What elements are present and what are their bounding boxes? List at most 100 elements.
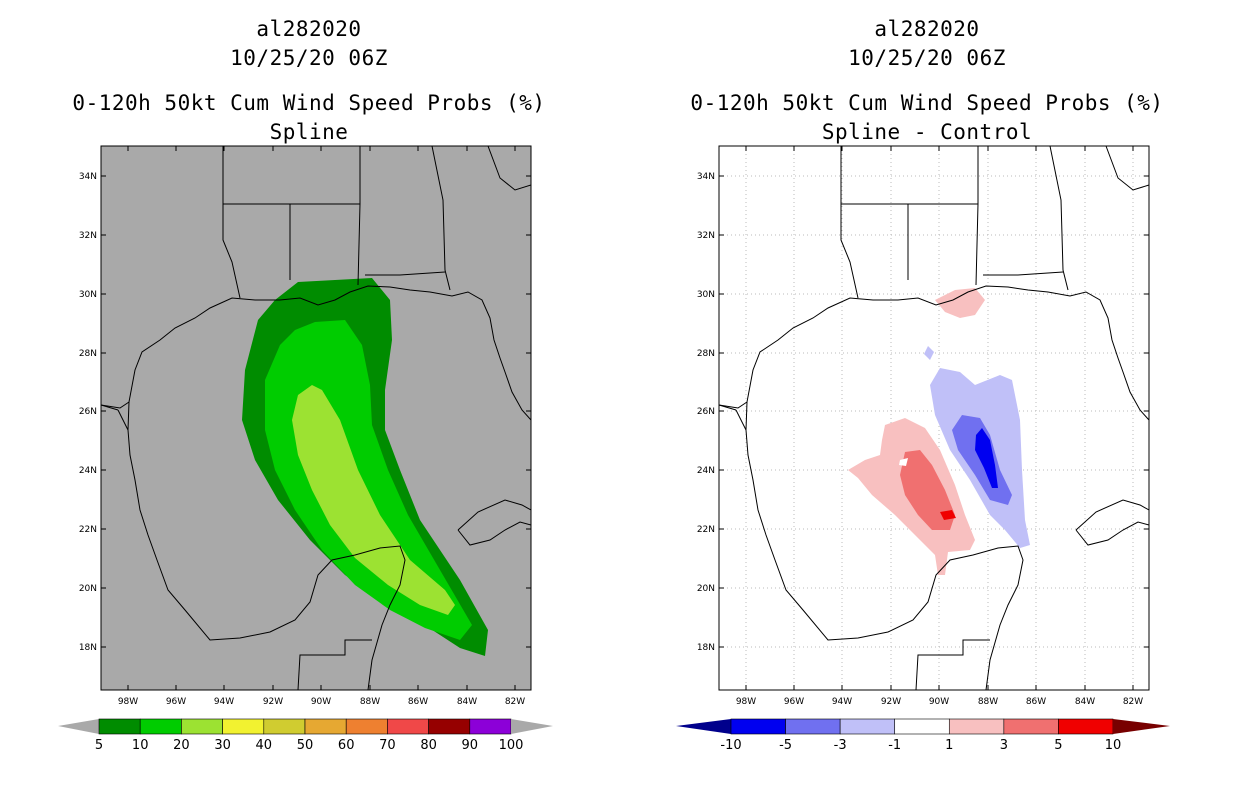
lat-label: 26N bbox=[79, 407, 97, 417]
left-title-block: al282020 10/25/20 06Z 0-120h 50kt Cum Wi… bbox=[0, 15, 618, 147]
left-colorbar: 5 10 20 30 40 50 60 70 80 90 100 bbox=[58, 718, 553, 753]
colorbar-swatch bbox=[428, 718, 471, 735]
right-colorbar-under-arrow bbox=[676, 719, 731, 734]
colorbar-label: 5 bbox=[1054, 738, 1062, 753]
lon-label: 96W bbox=[784, 697, 804, 707]
lon-label: 88W bbox=[360, 697, 380, 707]
right-datetime: 10/25/20 06Z bbox=[848, 46, 1006, 70]
lat-label: 18N bbox=[79, 643, 97, 653]
lon-label: 92W bbox=[881, 697, 901, 707]
colorbar-swatch bbox=[345, 718, 388, 735]
lon-label: 92W bbox=[263, 697, 283, 707]
left-colorbar-boxes bbox=[98, 718, 512, 735]
right-contour-neg5 bbox=[975, 428, 998, 488]
left-map-frame bbox=[100, 145, 532, 691]
right-colorbar-boxes bbox=[730, 718, 1114, 735]
right-title-block: al282020 10/25/20 06Z 0-120h 50kt Cum Wi… bbox=[618, 15, 1236, 147]
colorbar-label: 70 bbox=[379, 738, 396, 753]
colorbar-label: -10 bbox=[720, 738, 741, 753]
lat-label: 30N bbox=[79, 290, 97, 300]
right-contour-pos1-north bbox=[935, 288, 985, 318]
lon-label: 88W bbox=[978, 697, 998, 707]
lon-label: 90W bbox=[929, 697, 949, 707]
lat-label: 32N bbox=[697, 231, 715, 241]
lon-label: 84W bbox=[457, 697, 477, 707]
right-colorbar-labels: -10 -5 -3 -1 1 3 5 10 bbox=[720, 738, 1121, 753]
colorbar-label: 30 bbox=[214, 738, 231, 753]
lon-label: 86W bbox=[408, 697, 428, 707]
lon-label: 98W bbox=[118, 697, 138, 707]
colorbar-swatch bbox=[98, 718, 141, 735]
colorbar-swatch bbox=[1003, 718, 1059, 735]
lon-label: 94W bbox=[832, 697, 852, 707]
colorbar-swatch bbox=[387, 718, 429, 735]
right-storm-id: al282020 bbox=[874, 17, 980, 41]
colorbar-swatch bbox=[785, 718, 841, 735]
colorbar-label: -3 bbox=[834, 738, 847, 753]
colorbar-label: -5 bbox=[779, 738, 792, 753]
right-axis-ticks: 34N 32N 30N 28N 26N 24N 22N 20N 18N 98W 96W 94W 92W 9… bbox=[697, 146, 1149, 707]
colorbar-swatch bbox=[139, 718, 182, 735]
lat-label: 28N bbox=[697, 349, 715, 359]
colorbar-label: 10 bbox=[1105, 738, 1122, 753]
lat-label: 26N bbox=[697, 407, 715, 417]
colorbar-label: -1 bbox=[888, 738, 901, 753]
left-storm-id: al282020 bbox=[256, 17, 362, 41]
lat-label: 24N bbox=[79, 466, 97, 476]
lon-label: 84W bbox=[1075, 697, 1095, 707]
lat-label: 24N bbox=[697, 466, 715, 476]
lat-label: 34N bbox=[79, 172, 97, 182]
colorbar-swatch bbox=[1058, 718, 1114, 735]
lon-label: 90W bbox=[311, 697, 331, 707]
lat-label: 18N bbox=[697, 643, 715, 653]
colorbar-swatch bbox=[263, 718, 306, 735]
left-colorbar-under-arrow bbox=[58, 719, 99, 734]
right-colorbar: -10 -5 -3 -1 1 3 5 10 bbox=[676, 718, 1170, 753]
lat-label: 30N bbox=[697, 290, 715, 300]
lat-label: 34N bbox=[697, 172, 715, 182]
left-datetime: 10/25/20 06Z bbox=[230, 46, 388, 70]
left-subtitle: Spline bbox=[269, 120, 349, 144]
colorbar-swatch bbox=[894, 718, 950, 735]
colorbar-label: 50 bbox=[297, 738, 314, 753]
colorbar-swatch bbox=[839, 718, 896, 735]
lon-label: 82W bbox=[1123, 697, 1143, 707]
lon-label: 82W bbox=[505, 697, 525, 707]
right-contour-pos5 bbox=[940, 510, 956, 520]
colorbar-label: 60 bbox=[338, 738, 355, 753]
colorbar-swatch bbox=[730, 718, 786, 735]
colorbar-label: 80 bbox=[420, 738, 437, 753]
colorbar-label: 3 bbox=[1000, 738, 1008, 753]
lat-label: 22N bbox=[79, 525, 97, 535]
right-map-background bbox=[719, 146, 1149, 690]
right-subtitle: Spline - Control bbox=[821, 120, 1033, 144]
colorbar-swatch bbox=[948, 718, 1005, 735]
lon-label: 86W bbox=[1026, 697, 1046, 707]
colorbar-label: 10 bbox=[132, 738, 149, 753]
colorbar-swatch bbox=[469, 718, 512, 735]
left-map-panel: 34N 32N 30N 28N 26N 24N 22N 20N 18N 98W 96W 94W 92W 9… bbox=[79, 145, 532, 707]
lat-label: 32N bbox=[79, 231, 97, 241]
lat-label: 22N bbox=[697, 525, 715, 535]
colorbar-label: 20 bbox=[173, 738, 190, 753]
lon-label: 96W bbox=[166, 697, 186, 707]
lon-label: 94W bbox=[214, 697, 234, 707]
colorbar-label: 40 bbox=[256, 738, 273, 753]
colorbar-swatch bbox=[304, 718, 347, 735]
left-axis-ticks: 34N 32N 30N 28N 26N 24N 22N 20N 18N 98W 96W 94W 92W 9… bbox=[79, 146, 531, 707]
left-colorbar-labels: 5 10 20 30 40 50 60 70 80 90 100 bbox=[95, 738, 524, 753]
colorbar-label: 5 bbox=[95, 738, 103, 753]
right-contour-pos3 bbox=[900, 450, 955, 530]
lat-label: 20N bbox=[79, 584, 97, 594]
right-contour-neg-blob bbox=[924, 346, 934, 360]
lat-label: 28N bbox=[79, 349, 97, 359]
right-colorbar-over-arrow bbox=[1113, 719, 1170, 734]
right-contour-pos1-gap bbox=[899, 458, 908, 466]
right-map-panel: 34N 32N 30N 28N 26N 24N 22N 20N 18N 98W 96W 94W 92W 9… bbox=[697, 145, 1150, 707]
left-product-title: 0-120h 50kt Cum Wind Speed Probs (%) bbox=[72, 91, 546, 115]
right-map-frame bbox=[718, 145, 1150, 691]
left-colorbar-over-arrow bbox=[511, 719, 553, 734]
colorbar-label: 1 bbox=[945, 738, 953, 753]
colorbar-label: 100 bbox=[499, 738, 524, 753]
